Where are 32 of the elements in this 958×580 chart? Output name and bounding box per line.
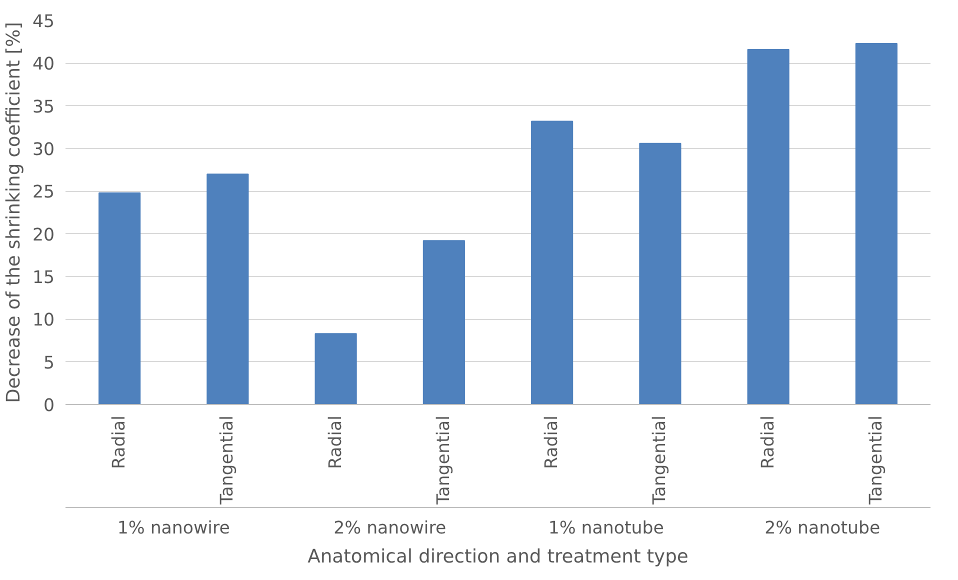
x-tick-label: Tangential bbox=[218, 415, 238, 506]
y-tick-label: 0 bbox=[43, 396, 55, 416]
y-tick-label: 10 bbox=[32, 310, 55, 331]
x-tick-label: Radial bbox=[542, 415, 562, 470]
y-tick-label: 5 bbox=[43, 353, 55, 374]
bar bbox=[206, 174, 249, 404]
bar bbox=[98, 192, 141, 404]
y-tick-label: 40 bbox=[32, 54, 55, 75]
y-tick-label: 30 bbox=[32, 140, 55, 160]
y-tick-label: 20 bbox=[32, 225, 55, 246]
bar bbox=[747, 49, 790, 404]
bar bbox=[422, 240, 465, 404]
y-tick-label: 15 bbox=[32, 268, 55, 288]
y-tick-label: 25 bbox=[32, 182, 55, 203]
text: 1% nanowire bbox=[117, 518, 230, 538]
x-tick-label: Tangential bbox=[650, 415, 670, 506]
bar bbox=[855, 43, 898, 404]
bar bbox=[531, 120, 574, 404]
x-tick-label: Radial bbox=[326, 415, 346, 470]
x-tick-label: Tangential bbox=[866, 415, 886, 506]
text: 2% nanotube bbox=[764, 518, 880, 538]
text: 2% nanowire bbox=[334, 518, 446, 538]
bar bbox=[639, 142, 682, 404]
y-axis-title: Decrease of the shrinking coefficient [%] bbox=[3, 22, 24, 404]
x-tick-label: Tangential bbox=[434, 415, 454, 506]
text: 1% nanotube bbox=[548, 518, 664, 538]
x-tick-label: Radial bbox=[110, 415, 130, 470]
x-tick-label: Radial bbox=[758, 415, 778, 470]
y-tick-label: 35 bbox=[32, 97, 55, 118]
bar bbox=[314, 333, 357, 404]
y-tick-label: 45 bbox=[32, 12, 55, 32]
x-axis-title: Anatomical direction and treatment type bbox=[308, 546, 688, 568]
